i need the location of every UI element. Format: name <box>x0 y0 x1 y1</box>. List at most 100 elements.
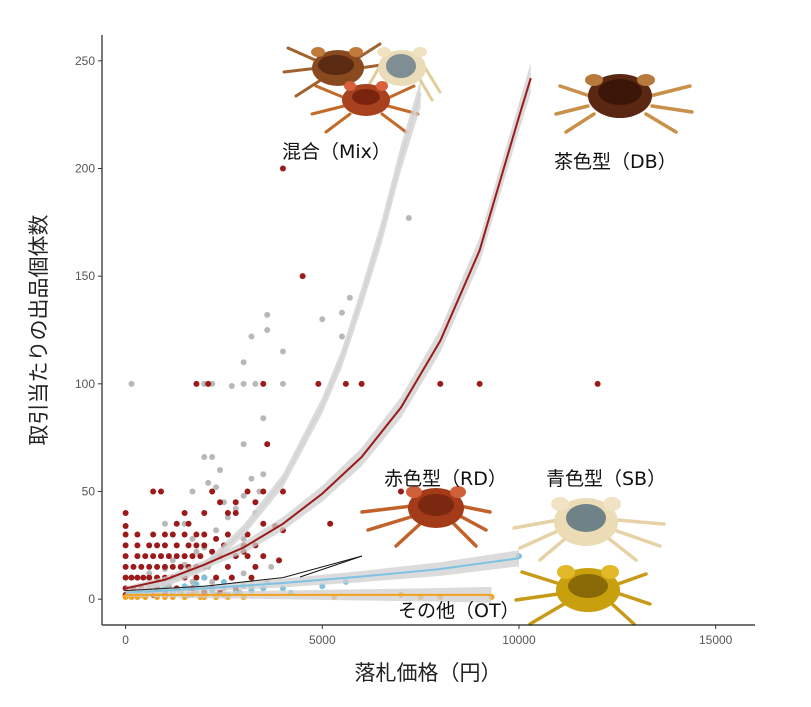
point-db <box>244 488 251 495</box>
point-mix <box>279 348 286 355</box>
point-mix <box>260 471 267 478</box>
point-mix <box>128 380 135 387</box>
point-db <box>276 557 283 564</box>
y-tick-label: 200 <box>75 162 95 176</box>
point-mix <box>189 535 196 542</box>
point-db <box>217 499 224 506</box>
fit-band-db <box>125 62 531 591</box>
point-mix <box>346 294 353 301</box>
point-db <box>150 553 157 560</box>
point-db <box>342 380 349 387</box>
fit-line-db <box>125 77 532 590</box>
point-mix <box>169 557 176 564</box>
point-db <box>232 499 239 506</box>
point-mix <box>209 578 216 585</box>
point-db <box>224 531 231 538</box>
point-db <box>134 531 141 538</box>
point-mix <box>161 520 168 527</box>
y-axis-title: 取引当たりの出品個体数 <box>27 215 51 446</box>
crab-rd-icon <box>360 486 492 548</box>
point-db <box>122 510 129 517</box>
crab-ot-icon <box>514 565 652 626</box>
point-mix <box>205 479 212 486</box>
point-db <box>358 380 365 387</box>
point-db <box>209 548 216 555</box>
scatter-points <box>122 165 601 601</box>
point-db <box>146 542 153 549</box>
fit-line-rd <box>125 555 362 592</box>
point-db <box>437 380 444 387</box>
point-mix <box>224 514 231 521</box>
point-db <box>169 531 176 538</box>
point-mix <box>252 380 259 387</box>
point-db <box>252 499 259 506</box>
point-db <box>209 488 216 495</box>
y-tick-label: 100 <box>75 377 95 391</box>
point-db <box>173 542 180 549</box>
point-db <box>193 542 200 549</box>
point-db <box>327 520 334 527</box>
point-db <box>228 574 235 581</box>
point-db <box>185 520 192 527</box>
point-db <box>122 542 129 549</box>
point-mix <box>240 380 247 387</box>
point-mix <box>260 415 267 422</box>
point-db <box>260 553 267 560</box>
point-mix <box>248 475 255 482</box>
point-mix <box>268 563 275 570</box>
point-mix <box>213 527 220 534</box>
point-db <box>140 574 147 581</box>
axis-ticks: 0 5000 10000 15000 0 50 100 150 200 250 <box>75 54 733 647</box>
point-db <box>134 553 141 560</box>
point-db <box>146 563 153 570</box>
point-mix <box>228 382 235 389</box>
crab-mix-brown-icon <box>282 42 390 98</box>
point-mix <box>240 441 247 448</box>
point-mix <box>217 466 224 473</box>
crab-mix-red-icon <box>310 81 420 134</box>
point-db <box>134 574 141 581</box>
point-db <box>122 553 129 560</box>
y-tick-label: 250 <box>75 54 95 68</box>
point-mix <box>264 327 271 333</box>
point-db <box>154 542 161 549</box>
point-db <box>201 531 208 538</box>
point-db <box>252 563 259 570</box>
point-db <box>397 488 404 495</box>
point-db <box>279 165 286 172</box>
point-db <box>158 488 165 495</box>
point-db <box>134 542 141 549</box>
point-db <box>122 522 129 529</box>
point-db <box>165 553 172 560</box>
point-mix <box>146 570 153 577</box>
point-db <box>161 531 168 538</box>
point-mix <box>248 333 255 340</box>
point-mix <box>240 570 247 577</box>
point-db <box>122 531 129 538</box>
x-tick-label: 5000 <box>309 633 336 647</box>
point-db <box>181 531 188 538</box>
point-db <box>173 520 180 527</box>
annotation-sb: 青色型（SB） <box>546 468 666 490</box>
point-db <box>476 380 483 387</box>
fit-line-mix <box>125 92 422 594</box>
point-sb <box>193 581 200 588</box>
point-db <box>260 520 267 527</box>
point-db <box>158 553 165 560</box>
point-db <box>244 531 251 538</box>
point-db <box>264 441 271 448</box>
crab-db-icon <box>554 74 694 134</box>
point-db <box>224 563 231 570</box>
point-mix <box>213 484 220 491</box>
point-db <box>315 380 322 387</box>
x-tick-label: 10000 <box>502 633 536 647</box>
x-tick-label: 15000 <box>699 633 733 647</box>
point-db <box>213 535 220 542</box>
y-tick-label: 50 <box>82 484 96 498</box>
crab-sb-icon <box>512 497 666 562</box>
point-db <box>193 574 200 581</box>
point-db <box>161 542 168 549</box>
point-db <box>193 531 200 538</box>
point-db <box>197 553 204 560</box>
point-mix <box>405 215 412 222</box>
